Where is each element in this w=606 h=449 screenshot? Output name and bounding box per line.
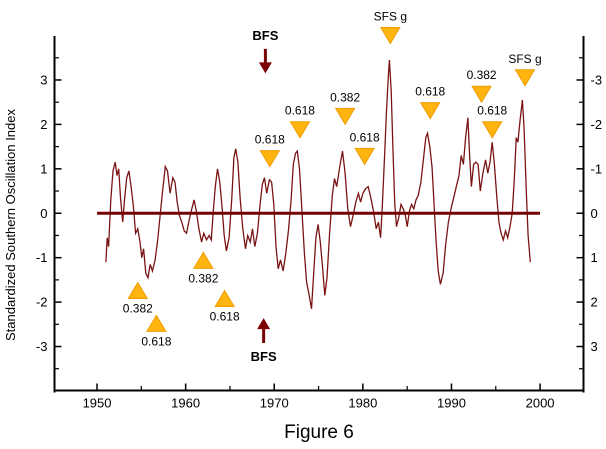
annotation-label: 0.382 [123,302,153,316]
annotation-label: 0.618 [255,133,285,147]
y-axis-title: Standardized Southern Oscillation Index [3,109,18,341]
chart-layer: 3 2 1 0 -1 -2 -3 -3 -2 -1 0 1 2 3 1950 1960 1970 1980 1990… [36,10,602,411]
annotation-label: SFS g [374,10,407,24]
annotation-label: 0.618 [415,85,445,99]
y-left-tick-label: -1 [36,250,48,265]
annotation-label: 0.618 [477,104,507,118]
y-left-tick-label: 0 [40,206,47,221]
y-right-tick-label: 0 [591,206,598,221]
up-triangle-marker [146,314,167,332]
soi-series-line [105,59,531,309]
figure-caption: Figure 6 [284,422,354,443]
down-triangle-marker [471,85,492,104]
x-tick-label: 1950 [83,396,112,411]
annotation-label: SFS g [508,52,541,66]
x-tick-label: 1980 [348,396,377,411]
y-left-tick-label: 3 [40,72,47,87]
y-right-tick-label: -3 [591,72,603,87]
down-triangle-marker [354,147,376,166]
x-tick-label: 2000 [526,396,555,411]
down-triangle-marker [419,102,441,120]
x-tick-label: 1990 [437,396,466,411]
up-triangle-marker [192,251,214,269]
up-triangle-marker [214,289,236,308]
down-triangle-marker [334,107,356,126]
y-right-tick-label: -1 [591,161,603,176]
bfs-arrow-head [258,62,272,74]
y-left-tick-label: -3 [36,339,48,354]
annotation-label: 0.382 [188,271,218,285]
down-triangle-marker [289,121,311,139]
annotation-label: 0.382 [330,90,360,104]
y-right-tick-label: 2 [591,295,598,310]
y-right-tick-label: 3 [591,339,598,354]
down-triangle-marker [379,27,401,45]
down-triangle-marker [514,69,536,87]
y-right-tick-label: 1 [591,250,598,265]
up-triangle-marker [127,281,149,300]
down-triangle-marker [259,150,281,168]
x-tick-label: 1970 [260,396,289,411]
annotation-label: 0.618 [285,104,315,118]
bfs-label: BFS [251,349,277,364]
bfs-arrow-head [257,318,271,330]
down-triangle-marker [481,121,503,139]
y-left-tick-label: 1 [40,161,47,176]
annotation-label: 0.618 [210,310,240,324]
annotation-label: 0.618 [141,334,171,348]
y-left-tick-label: -2 [36,295,48,310]
bfs-label: BFS [252,28,278,43]
annotation-label: 0.382 [467,68,497,82]
y-left-tick-label: 2 [40,117,47,132]
annotation-label: 0.618 [350,130,380,144]
y-right-tick-label: -2 [591,117,603,132]
x-tick-label: 1960 [171,396,200,411]
